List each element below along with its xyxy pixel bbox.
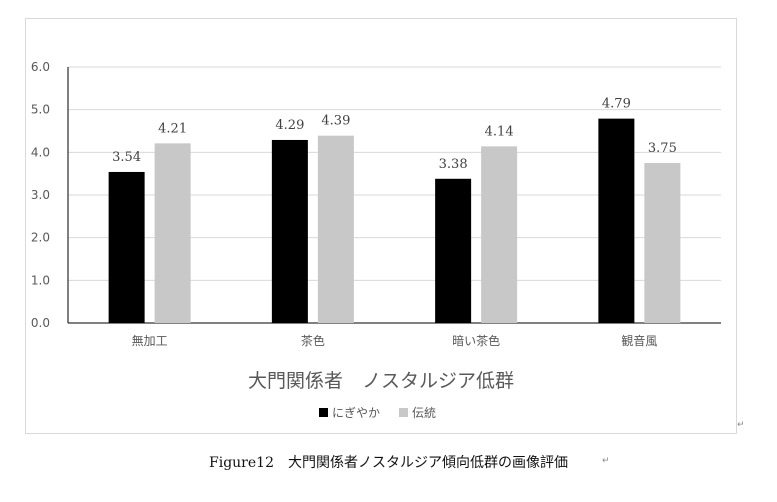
y-tick-label: 2.0 bbox=[31, 231, 50, 245]
legend-swatch bbox=[319, 408, 328, 417]
y-tick-label: 6.0 bbox=[31, 60, 50, 74]
bar bbox=[598, 118, 635, 323]
legend-label: にぎやか bbox=[332, 406, 380, 420]
bar bbox=[435, 178, 472, 323]
legend-label: 伝統 bbox=[412, 406, 436, 420]
caption-paragraph-mark: ↵ bbox=[602, 456, 610, 466]
paragraph-mark: ↵ bbox=[737, 420, 745, 430]
bar bbox=[644, 163, 681, 323]
data-label: 3.75 bbox=[648, 141, 677, 156]
bar bbox=[154, 143, 191, 323]
bar bbox=[271, 139, 308, 323]
figure-caption: Figure12 大門関係者ノスタルジア傾向低群の画像評価 bbox=[209, 455, 568, 471]
y-tick-label: 5.0 bbox=[31, 103, 50, 117]
chart-frame: 0.0 1.0 2.0 3.0 4.0 5.0 6.0 無加工 3.54 4.21 茶色 4.29 4.… bbox=[25, 18, 737, 434]
x-category-label: 茶色 bbox=[301, 333, 325, 348]
legend-swatch bbox=[399, 408, 408, 417]
data-label: 4.14 bbox=[485, 124, 514, 139]
x-category-label: 暗い茶色 bbox=[452, 333, 500, 348]
bar bbox=[108, 171, 145, 323]
data-label: 4.29 bbox=[275, 118, 304, 133]
data-label: 3.38 bbox=[439, 157, 468, 172]
x-category-label: 観音風 bbox=[621, 333, 657, 348]
data-label: 4.79 bbox=[602, 97, 631, 112]
chart-title: 大門関係者 ノスタルジア低群 bbox=[248, 370, 514, 392]
data-label: 4.39 bbox=[321, 114, 350, 129]
y-tick-label: 3.0 bbox=[31, 188, 50, 202]
data-label: 3.54 bbox=[112, 150, 141, 165]
y-tick-label: 4.0 bbox=[31, 145, 50, 159]
bar bbox=[481, 146, 518, 323]
y-tick-label: 0.0 bbox=[31, 316, 50, 330]
x-category-label: 無加工 bbox=[132, 333, 168, 348]
y-tick-label: 1.0 bbox=[31, 273, 50, 287]
bar bbox=[317, 135, 354, 323]
bar-chart: 0.0 1.0 2.0 3.0 4.0 5.0 6.0 無加工 3.54 4.21 茶色 4.29 4.… bbox=[31, 60, 721, 420]
data-label: 4.21 bbox=[158, 121, 187, 136]
